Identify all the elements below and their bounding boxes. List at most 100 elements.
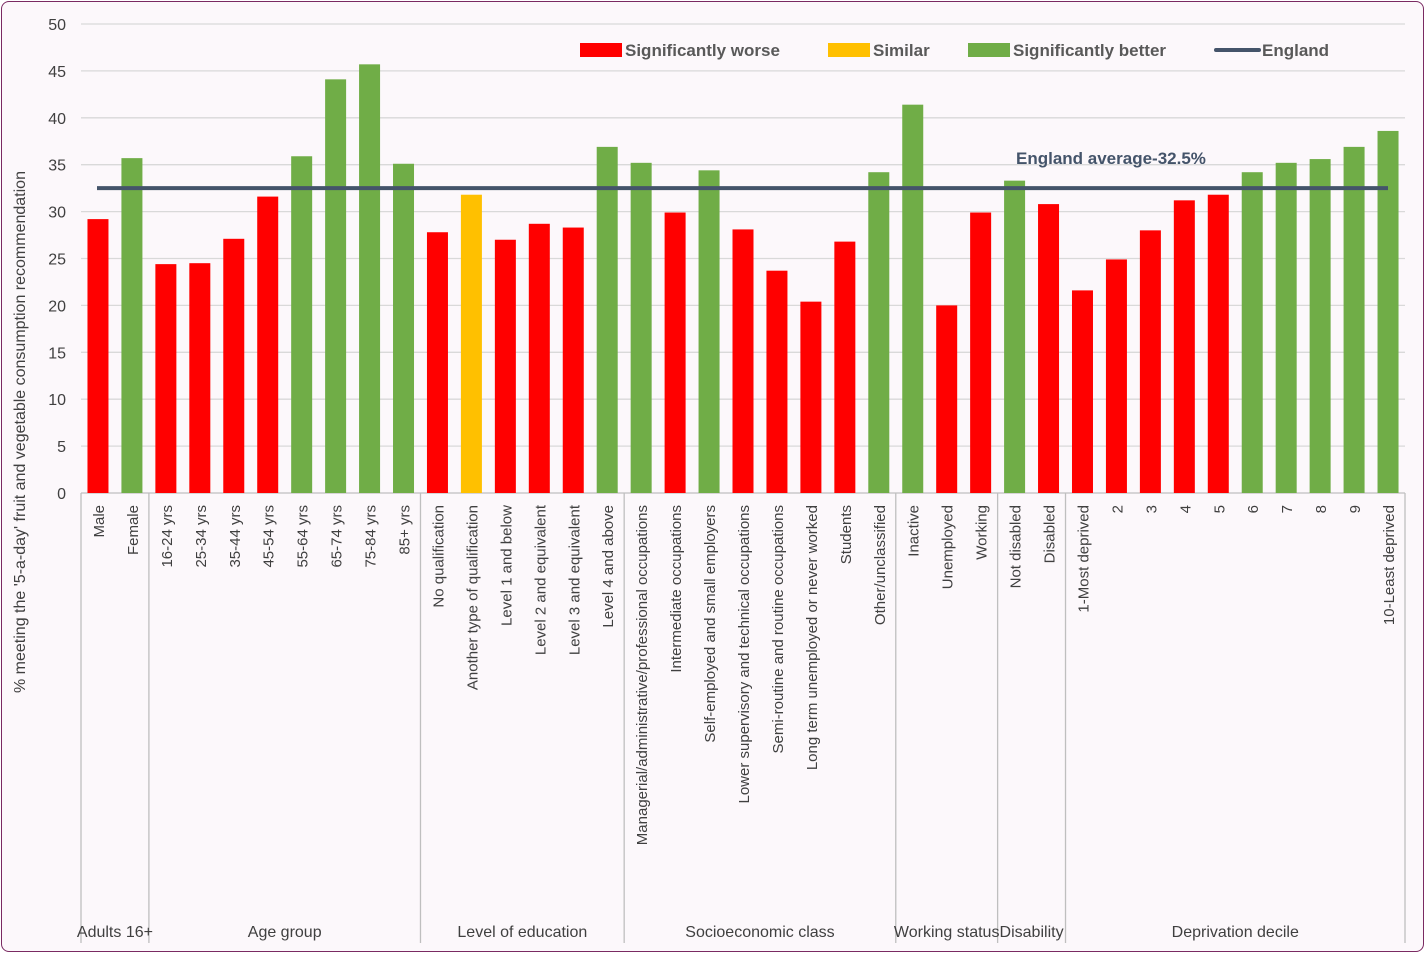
- bar: [325, 79, 347, 493]
- bar: [1004, 180, 1026, 493]
- x-tick-label: Level 4 and above: [600, 505, 617, 628]
- bar: [494, 239, 516, 493]
- bar: [1207, 194, 1229, 493]
- x-tick-label: 2: [1109, 505, 1126, 513]
- y-tick-label: 0: [57, 486, 66, 503]
- bar: [970, 212, 992, 493]
- x-tick-label: 45-54 yrs: [261, 505, 278, 568]
- y-tick-label: 20: [48, 298, 66, 315]
- x-tick-label: Female: [125, 505, 142, 555]
- bar: [223, 238, 245, 493]
- bar: [732, 229, 754, 493]
- x-tick-label: Working: [974, 505, 991, 560]
- bar: [800, 301, 822, 493]
- bar: [834, 241, 856, 493]
- x-tick-label: 75-84 yrs: [363, 505, 380, 568]
- x-tick-label: Inactive: [906, 505, 923, 557]
- y-tick-label: 45: [48, 64, 66, 81]
- legend-label: Similar: [873, 41, 930, 60]
- bar: [359, 64, 381, 494]
- x-tick-label: Managerial/administrative/professional o…: [634, 505, 651, 845]
- x-tick-label: 9: [1347, 505, 1364, 513]
- x-tick-label: No qualification: [430, 505, 447, 608]
- x-tick-label: 6: [1245, 505, 1262, 513]
- x-tick-label: 3: [1143, 505, 1160, 513]
- bar: [1275, 162, 1297, 493]
- bar: [562, 227, 584, 493]
- bar: [936, 305, 958, 493]
- bar: [1309, 159, 1331, 493]
- x-tick-label: 85+ yrs: [397, 505, 414, 555]
- x-tick-label: 7: [1279, 505, 1296, 513]
- bar: [1343, 146, 1365, 494]
- x-tick-label: 1-Most deprived: [1075, 505, 1092, 613]
- bar: [1173, 200, 1195, 493]
- bar: [87, 219, 109, 493]
- y-tick-label: 30: [48, 205, 66, 222]
- x-tick-label: Disabled: [1042, 505, 1059, 563]
- x-tick-label: 5: [1211, 505, 1228, 513]
- bar: [630, 162, 652, 493]
- bar: [868, 172, 890, 494]
- x-tick-label: Students: [838, 505, 855, 564]
- y-tick-label: 15: [48, 345, 66, 362]
- y-tick-label: 50: [48, 17, 66, 34]
- group-label: Working status: [894, 924, 1000, 941]
- x-tick-label: 8: [1313, 505, 1330, 513]
- x-tick-label: 55-64 yrs: [295, 505, 312, 568]
- y-tick-label: 40: [48, 111, 66, 128]
- bar: [460, 194, 482, 493]
- x-tick-label: Another type of qualification: [464, 505, 481, 690]
- x-tick-label: Level 2 and equivalent: [532, 504, 549, 655]
- bar: [257, 196, 279, 494]
- group-label: Adults 16+: [77, 924, 153, 941]
- x-tick-label: 65-74 yrs: [329, 505, 346, 568]
- legend-label: England: [1262, 41, 1329, 60]
- bar: [698, 170, 720, 493]
- bar: [1241, 172, 1263, 494]
- group-label: Socioeconomic class: [685, 924, 834, 941]
- bar: [766, 270, 788, 493]
- bar: [1139, 230, 1161, 494]
- x-tick-label: 4: [1177, 505, 1194, 513]
- x-tick-label: 16-24 yrs: [159, 505, 176, 568]
- bar: [121, 158, 143, 493]
- bar: [426, 232, 448, 493]
- bar: [393, 163, 415, 493]
- legend-swatch: [828, 43, 870, 57]
- bar: [596, 146, 618, 494]
- x-tick-label: Not disabled: [1008, 505, 1025, 588]
- y-tick-label: 10: [48, 392, 66, 409]
- legend-swatch: [580, 43, 622, 57]
- y-tick-label: 35: [48, 158, 66, 175]
- legend-label: Significantly worse: [625, 41, 780, 60]
- legend-swatch: [968, 43, 1010, 57]
- x-tick-label: Lower supervisory and technical occupati…: [736, 505, 753, 804]
- bar: [902, 104, 924, 493]
- y-axis-label: % meeting the '5-a-day' fruit and vegeta…: [12, 171, 29, 693]
- x-tick-label: 25-34 yrs: [193, 505, 210, 568]
- x-tick-label: Other/unclassified: [872, 505, 889, 625]
- x-tick-label: Long term unemployed or never worked: [804, 505, 821, 770]
- x-tick-label: Level 3 and equivalent: [566, 504, 583, 655]
- x-tick-label: 10-Least deprived: [1381, 505, 1398, 625]
- x-tick-label: Level 1 and below: [498, 505, 515, 626]
- bar: [155, 264, 177, 493]
- bar: [528, 223, 550, 493]
- y-tick-label: 25: [48, 252, 66, 269]
- x-tick-label: 35-44 yrs: [227, 505, 244, 568]
- bar: [189, 263, 211, 493]
- x-tick-label: Self-employed and small employers: [702, 505, 719, 743]
- bar: [1071, 290, 1093, 493]
- y-tick-label: 5: [57, 439, 66, 456]
- x-tick-label: Semi-routine and routine occupations: [770, 505, 787, 753]
- legend: Significantly worse Similar Significantly …: [565, 33, 1355, 67]
- group-label: Age group: [248, 924, 322, 941]
- legend-label: Significantly better: [1013, 41, 1166, 60]
- x-tick-label: Intermediate occupations: [668, 505, 685, 673]
- group-label: Level of education: [457, 924, 587, 941]
- england-average-annotation: England average-32.5%: [1016, 149, 1206, 168]
- bar: [291, 156, 313, 493]
- bar: [664, 212, 686, 493]
